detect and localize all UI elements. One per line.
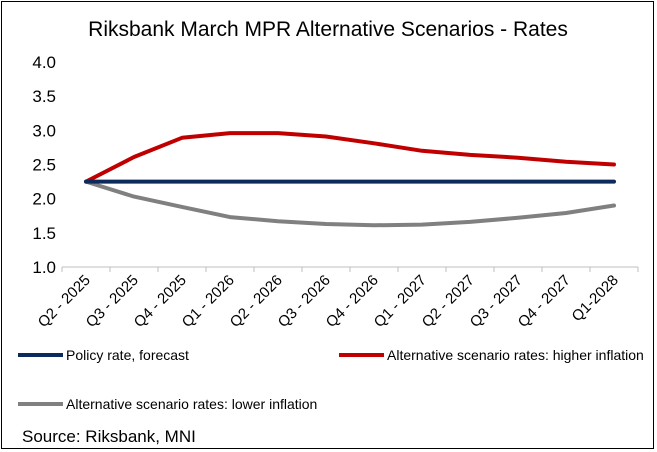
legend-entry-higher-inflation: Alternative scenario rates: higher infla… [339, 347, 644, 363]
legend-entry-lower-inflation: Alternative scenario rates: lower inflat… [18, 396, 317, 412]
x-tick-label: Q1-2028 [569, 272, 622, 325]
y-tick-label: 3.5 [32, 87, 56, 106]
chart-title: Riksbank March MPR Alternative Scenarios… [88, 18, 568, 41]
series-line-higher-inflation [84, 131, 616, 184]
y-tick-label: 3.0 [32, 121, 56, 140]
x-axis-tick-marks [61, 267, 639, 272]
source-note: Source: Riksbank, MNI [22, 427, 196, 446]
y-tick-label: 1.0 [32, 258, 56, 277]
y-tick-label: 2.5 [32, 156, 56, 175]
legend-label-policy-rate: Policy rate, forecast [66, 347, 189, 363]
x-tick-label: Q4 - 2027 [515, 272, 574, 331]
y-axis-ticks: 1.0 1.5 2.0 2.5 3.0 3.5 4.0 [32, 53, 56, 277]
legend-label-higher-inflation: Alternative scenario rates: higher infla… [387, 347, 644, 363]
series-line-lower-inflation [84, 179, 616, 228]
series-lines [84, 131, 616, 228]
legend-entry-policy-rate: Policy rate, forecast [18, 347, 189, 363]
y-tick-label: 4.0 [32, 53, 56, 72]
y-tick-label: 1.5 [32, 224, 56, 243]
legend-label-lower-inflation: Alternative scenario rates: lower inflat… [66, 396, 317, 412]
legend: Policy rate, forecast Alternative scenar… [18, 347, 644, 412]
y-tick-label: 2.0 [32, 190, 56, 209]
